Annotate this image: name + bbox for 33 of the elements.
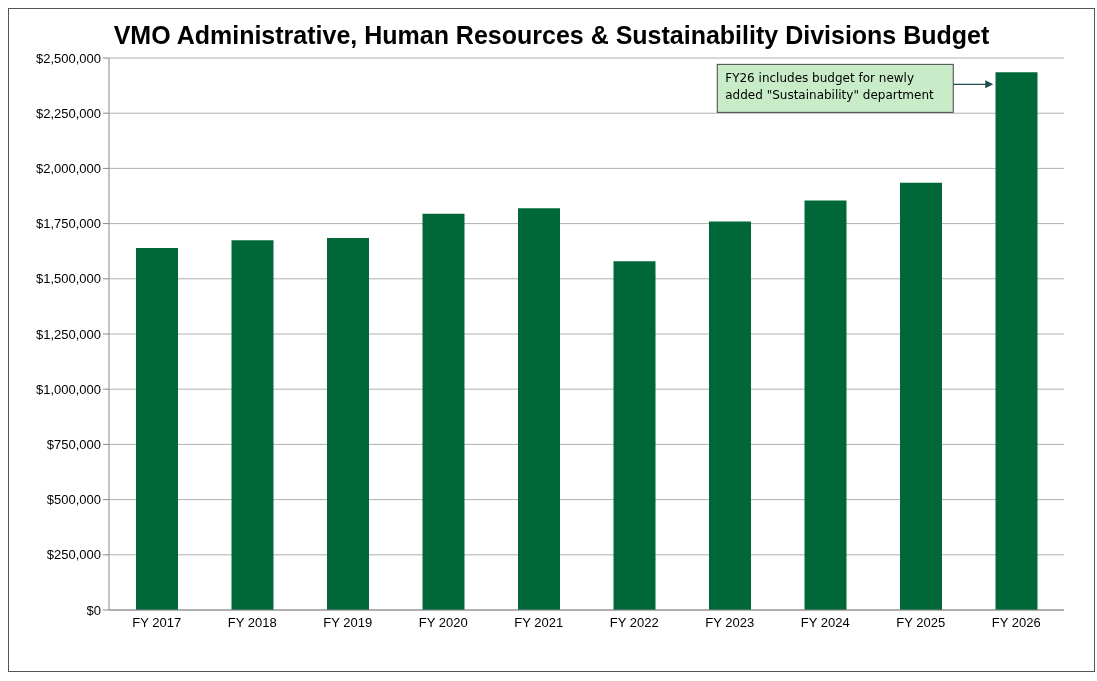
bar	[995, 72, 1038, 610]
bar	[422, 213, 465, 610]
chart-title: VMO Administrative, Human Resources & Sustainability Divisions Budget	[112, 20, 991, 50]
bar	[327, 237, 369, 610]
y-tick-label: $0	[86, 602, 101, 618]
bar	[518, 208, 560, 610]
bar	[231, 240, 274, 610]
y-tick-label: $2,250,000	[35, 105, 101, 121]
x-tick-label: FY 2020	[418, 615, 468, 631]
y-tick-label: $1,750,000	[35, 216, 101, 232]
x-tick-label: FY 2024	[800, 615, 850, 631]
x-tick-label: FY 2018	[227, 615, 277, 631]
bar	[709, 221, 751, 610]
x-tick-label: FY 2025	[896, 615, 946, 631]
y-tick-label: $500,000	[46, 492, 101, 508]
y-tick-label: $750,000	[46, 437, 101, 453]
bar	[804, 200, 847, 610]
y-tick-label: $2,000,000	[35, 161, 101, 177]
y-tick-label: $1,250,000	[35, 326, 101, 342]
x-tick-label: FY 2021	[514, 615, 564, 631]
x-tick-label: FY 2017	[132, 615, 182, 631]
y-tick-label: $2,500,000	[35, 50, 101, 66]
annotation: FY26 includes budget for newly added "Sustainability" department	[717, 64, 954, 111]
x-tick-label: FY 2023	[705, 615, 755, 631]
y-tick-label: $1,000,000	[35, 381, 101, 397]
y-tick-label: $250,000	[46, 547, 101, 563]
bar	[136, 247, 178, 610]
bar	[900, 182, 942, 610]
y-tick-label: $1,500,000	[35, 271, 101, 287]
x-tick-label: FY 2026	[991, 615, 1041, 631]
bar	[613, 261, 656, 610]
x-tick-label: FY 2022	[609, 615, 659, 631]
x-tick-label: FY 2019	[323, 615, 373, 631]
